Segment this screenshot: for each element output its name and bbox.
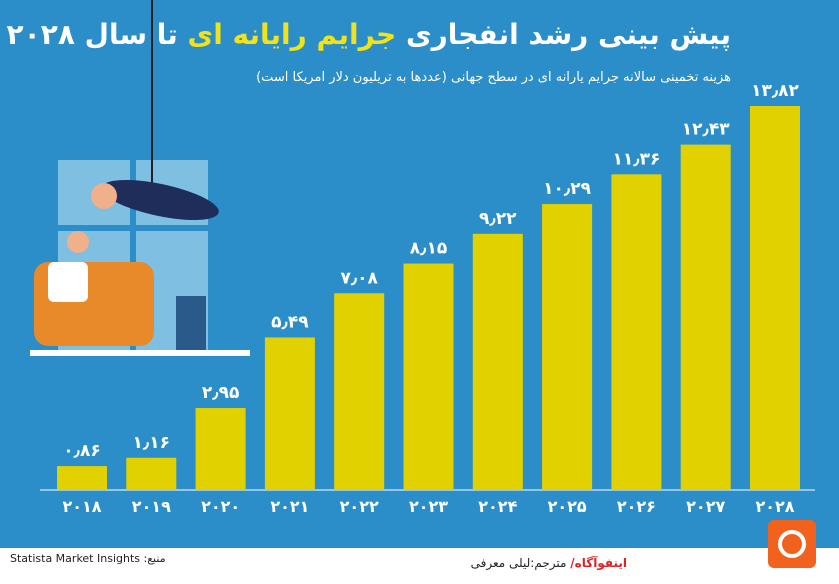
x-tick-label: ۲۰۲۳ xyxy=(409,497,448,516)
bar xyxy=(750,106,800,490)
x-tick-label: ۲۰۱۹ xyxy=(132,497,171,516)
logo xyxy=(768,520,816,568)
x-tick-label: ۲۰۲۶ xyxy=(617,497,656,516)
x-tick-label: ۲۰۲۵ xyxy=(548,497,587,516)
logo-mark xyxy=(778,530,806,558)
floor xyxy=(30,350,250,356)
x-tick-label: ۲۰۲۸ xyxy=(755,497,794,516)
x-tick-label: ۲۰۱۸ xyxy=(62,497,101,516)
bar xyxy=(334,293,385,490)
chart-title: پیش بینی رشد انفجاری جرایم رایانه ای تا … xyxy=(7,18,731,51)
title-part: پیش بینی رشد انفجاری xyxy=(405,18,731,51)
bar xyxy=(126,457,177,490)
credits: اینفوآگاه/ مترجم:لیلی معرفی xyxy=(471,556,627,570)
translator: مترجم:لیلی معرفی xyxy=(470,556,567,570)
value-label: ۱۱٫۳۶ xyxy=(612,149,660,169)
value-label: ۹٫۲۲ xyxy=(479,209,517,229)
value-label: ۱۲٫۴۳ xyxy=(682,120,730,140)
x-tick-label: ۲۰۲۷ xyxy=(686,497,725,516)
bar xyxy=(472,233,523,490)
title-highlight: جرایم رایانه ای xyxy=(187,18,397,51)
source: منبع: Statista Market Insights xyxy=(10,552,166,565)
laptop xyxy=(48,262,88,302)
hacker xyxy=(101,179,219,221)
bar xyxy=(611,174,662,490)
bar xyxy=(57,466,107,490)
bar xyxy=(264,337,315,490)
value-label: ۸٫۱۵ xyxy=(410,239,447,259)
value-label: ۲٫۹۵ xyxy=(202,383,239,403)
x-tick-label: ۲۰۲۲ xyxy=(340,497,379,516)
value-label: ۱۰٫۲۹ xyxy=(543,179,591,199)
person-head xyxy=(67,231,89,253)
bar xyxy=(680,144,731,490)
hacker-head xyxy=(91,183,117,209)
brand: اینفوآگاه/ xyxy=(570,556,627,570)
x-tick-label: ۲۰۲۱ xyxy=(270,497,309,516)
value-label: ۱۳٫۸۲ xyxy=(751,81,799,101)
x-tick-label: ۲۰۲۰ xyxy=(201,497,240,516)
plant-pot xyxy=(176,296,206,350)
title-part: تا سال ۲۰۲۸ xyxy=(6,18,178,51)
illustration xyxy=(30,0,250,356)
bar xyxy=(403,263,454,490)
subtitle: هزینه تخمینی سالانه جرایم یارانه ای در س… xyxy=(256,70,731,85)
bar xyxy=(195,408,246,490)
value-label: ۵٫۴۹ xyxy=(271,312,309,332)
x-tick-label: ۲۰۲۴ xyxy=(478,497,517,516)
value-label: ۱٫۱۶ xyxy=(133,433,170,453)
value-label: ۰٫۸۶ xyxy=(63,441,100,461)
value-label: ۷٫۰۸ xyxy=(340,268,378,288)
bar xyxy=(542,204,593,491)
